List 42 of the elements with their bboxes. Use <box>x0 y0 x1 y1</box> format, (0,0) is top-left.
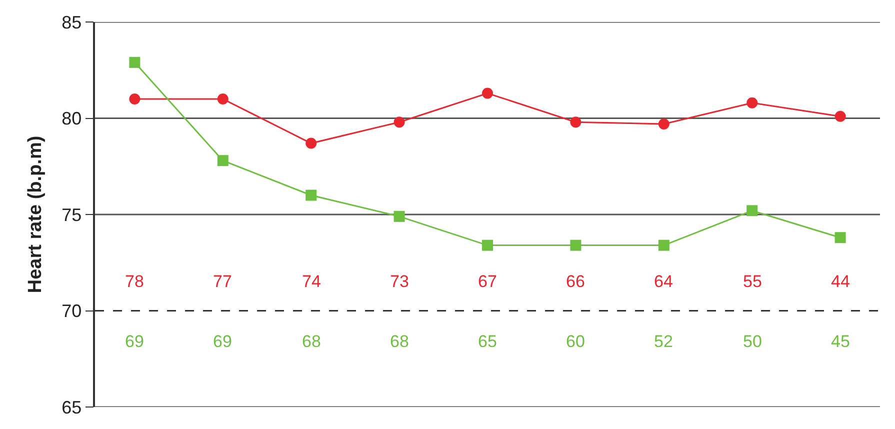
annotation: 68 <box>302 332 321 351</box>
annotation: 65 <box>478 332 497 351</box>
annotation: 67 <box>478 272 497 291</box>
point <box>306 190 317 201</box>
point <box>394 116 405 128</box>
y-axis-title: Heart rate (b.p.m) <box>24 136 46 294</box>
annotation: 68 <box>390 332 409 351</box>
annotation: 52 <box>654 332 673 351</box>
point <box>746 205 758 216</box>
annotation: 69 <box>213 332 232 351</box>
annotation: 60 <box>566 332 585 351</box>
point <box>129 94 140 104</box>
y-tick-label: 75 <box>62 204 82 225</box>
annotation: 77 <box>213 272 232 291</box>
point <box>834 232 846 244</box>
annotation: 73 <box>390 272 409 291</box>
annotation: 55 <box>743 272 762 291</box>
point <box>746 97 758 108</box>
point <box>129 56 140 68</box>
point <box>394 210 405 222</box>
point <box>306 138 317 149</box>
point <box>482 88 493 99</box>
annotation: 44 <box>831 272 850 291</box>
annotation: 74 <box>302 272 321 291</box>
point <box>570 116 582 128</box>
annotation: 69 <box>125 332 144 351</box>
annotation: 50 <box>743 332 762 351</box>
annotation: 45 <box>831 332 850 351</box>
point <box>658 240 670 251</box>
point <box>217 155 228 166</box>
y-tick-label: 65 <box>62 397 82 418</box>
y-tick-label: 85 <box>62 12 82 32</box>
y-tick-label: 70 <box>62 301 82 322</box>
point <box>217 94 228 104</box>
y-tick-label: 80 <box>62 108 82 129</box>
annotation: 66 <box>566 272 585 291</box>
annotation: 64 <box>654 272 673 291</box>
point <box>570 240 582 251</box>
point <box>482 240 493 251</box>
point <box>658 118 670 130</box>
annotation: 78 <box>125 272 144 291</box>
point <box>834 110 846 122</box>
